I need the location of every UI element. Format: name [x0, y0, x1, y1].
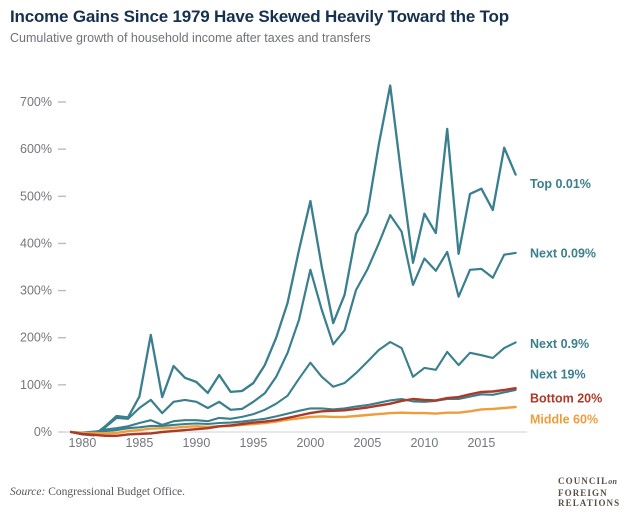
- series-line-middle-60-: [69, 405, 517, 435]
- chart-svg: 0% 100% 200% 300% 400% 500% 600% 700% 1980 1985 19…: [20, 84, 602, 450]
- page-title: Income Gains Since 1979 Have Skewed Heav…: [10, 7, 509, 26]
- cfr-logo-line2: FOREIGN: [558, 487, 608, 498]
- y-axis-tick-label: 500%: [20, 189, 52, 203]
- series-line-next-19-: [69, 388, 517, 434]
- y-axis-tick-label: 300%: [20, 284, 52, 298]
- page-subtitle: Cumulative growth of household income af…: [10, 31, 371, 45]
- legend-label-next-19-: Next 19%: [530, 368, 586, 382]
- y-axis-tick-label: 700%: [20, 95, 52, 109]
- x-axis-tick-label: 1995: [239, 436, 267, 450]
- x-axis-tick-label: 1985: [125, 436, 153, 450]
- legend-label-bottom-20-: Bottom 20%: [530, 392, 602, 406]
- cfr-logo-line3: RELATIONS: [558, 498, 621, 508]
- cfr-logo: COUNCILon FOREIGN RELATIONS: [558, 476, 620, 509]
- y-axis-tick-label: 0%: [34, 425, 52, 439]
- cfr-logo-line1: COUNCILon: [558, 476, 618, 486]
- source-text: Congressional Budget Office.: [45, 486, 186, 498]
- y-axis-tick-label: 400%: [20, 236, 52, 250]
- y-axis-tick-label: 600%: [20, 142, 52, 156]
- series-line-next-0-09-: [69, 214, 517, 436]
- y-axis-tick-label: 200%: [20, 331, 52, 345]
- y-axis-tick-label: 100%: [20, 378, 52, 392]
- legend-label-top-0-01-: Top 0.01%: [530, 177, 591, 191]
- source-note: Source: Congressional Budget Office.: [10, 486, 185, 498]
- series-line-next-0-9-: [69, 340, 517, 435]
- cfr-logo-on-word: on: [608, 477, 618, 486]
- legend-label-next-0-9-: Next 0.9%: [530, 337, 589, 351]
- legend-label-middle-60-: Middle 60%: [530, 413, 598, 427]
- x-axis-tick-label: 2010: [410, 436, 438, 450]
- x-axis-tick-label: 1980: [68, 436, 96, 450]
- x-axis-tick-label: 2005: [353, 436, 381, 450]
- source-label: Source:: [10, 486, 46, 498]
- x-axis-tick-label: 1990: [182, 436, 210, 450]
- x-axis-tick-label: 2015: [467, 436, 495, 450]
- legend-label-next-0-09-: Next 0.09%: [530, 246, 596, 260]
- series-line-bottom-20-: [69, 387, 517, 437]
- series-line-top-0-01-: [69, 84, 517, 437]
- x-axis-tick-label: 2000: [296, 436, 324, 450]
